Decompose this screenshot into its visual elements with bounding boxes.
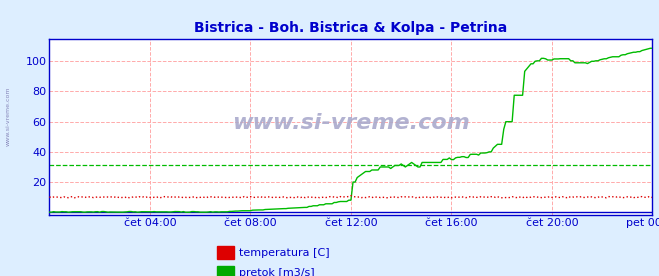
Text: temperatura [C]: temperatura [C] — [239, 248, 330, 258]
Title: Bistrica - Boh. Bistrica & Kolpa - Petrina: Bistrica - Boh. Bistrica & Kolpa - Petri… — [194, 21, 507, 35]
Text: www.si-vreme.com: www.si-vreme.com — [6, 86, 11, 146]
Text: www.si-vreme.com: www.si-vreme.com — [232, 113, 470, 133]
Text: pretok [m3/s]: pretok [m3/s] — [239, 268, 315, 276]
